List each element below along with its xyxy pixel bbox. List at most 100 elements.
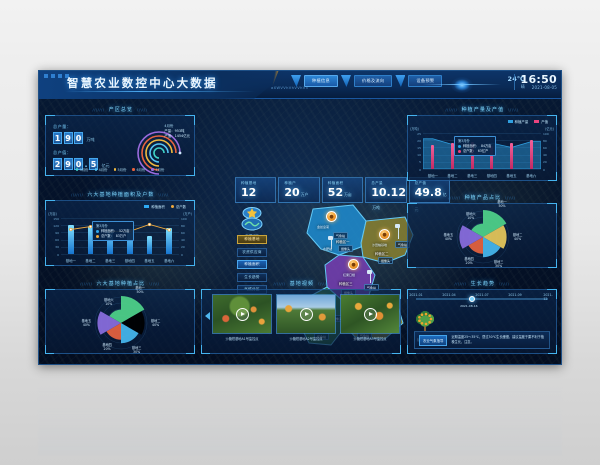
bar [127,229,133,254]
panel-title-text: 产区总览 [108,107,134,113]
overview-tooltip-row: 产量：953吨 [164,129,185,133]
map-crop-label-3: 红果口柑 [343,273,356,277]
pie-slice-label: 基地四 20% [464,257,474,265]
pie-slice-label: 基地三 30% [132,346,142,354]
map-marker-region-2[interactable]: ● [379,229,390,240]
growth-timeline-slider[interactable]: 2021-01 2021-04 2021-07 2021-09 2021-12 2021… [409,293,552,308]
y-tick-right: 0 [543,167,545,172]
map-climate-badge[interactable]: 气候分区 [238,205,266,238]
pie-percent: 30% [495,264,503,269]
y-tick-left: 90 [55,230,59,235]
total-output-block: 总产量： 1 9 0 万吨 [53,124,95,144]
title-deco-left: /////// [448,195,461,200]
title-deco-right: \\\\\\ [505,195,516,200]
kpi-card: 种植基地 12 [235,177,277,203]
map-marker-region-3[interactable]: ● [348,259,359,270]
pie-slice[interactable] [106,323,121,340]
bar [68,225,74,254]
play-icon[interactable] [299,307,313,321]
x-tick: 基地五 [144,259,155,263]
map-region-label-3: 种植区三 [339,282,353,286]
map-chip-weather-1[interactable]: 气象站 [333,232,349,239]
pie-slice[interactable] [459,225,483,249]
tab-price-flow[interactable]: 价格及流向 [353,75,393,87]
video-thumbnail-1[interactable] [212,294,272,334]
x-tick: 基地四 [486,174,497,178]
legend-item: 4月份 [94,167,108,172]
x-tick: 基地六 [526,174,537,178]
digit: 5 [89,158,99,170]
header-orb-icon [423,77,501,93]
digit: 0 [74,158,83,170]
pie-slice[interactable] [483,225,507,249]
pie-label: 基地二 [512,232,523,237]
pie-slice[interactable] [483,237,501,258]
panel-title-bar: /////// 六大基地种植面积及户数 \\\\\\ [45,189,195,200]
clock-display: 16:50 2021-08-05 [514,74,557,90]
legend-item: 产值 [534,119,548,124]
video-prev-arrow-icon[interactable] [205,312,210,320]
weather-temp: 24℃ [507,75,525,83]
pie-slice[interactable] [483,210,507,237]
total-output-digits: 1 9 0 万吨 [53,132,95,144]
bar [490,145,494,169]
agro-advice-box: 农业气象指导 近期温度25～35℃，昼过30℃生长缓慢，建议温度于果不利于植株生… [414,331,550,349]
kpi-label: 总产值 [414,181,427,185]
growth-slider-knob[interactable] [468,295,475,302]
pie-slice[interactable] [97,311,121,335]
play-icon[interactable] [363,307,377,321]
pie-slice-label: 基地六 10% [466,212,476,220]
map-pole-top-2 [395,224,400,228]
pie-slice-label: 基地三 30% [494,260,504,268]
pie-slice[interactable] [468,237,483,254]
panel-body: 种植产量 产值 (万吨) (亿元) 0 5 10 15 20 25 0 20 40 60 80 10… [407,115,557,181]
tab-device-alert[interactable]: 设备预警 [408,75,443,87]
overview-tooltip: 4月份 产量：953吨 产值：1454亿元 [164,124,190,139]
tab-planting-info[interactable]: 种植信息 [304,75,338,87]
tooltip-title: 第3月份 [96,224,108,228]
pie-slice-label: 基地一 50% [135,286,145,294]
x-tick: 基地六 [164,259,175,263]
map-chip-camera-2[interactable]: 摄像头 [378,257,394,264]
map-region-1 [306,204,367,256]
chart-legend: 种植产量 产值 [507,119,548,124]
pie-slice[interactable] [121,323,139,344]
panel-title-bar: /////// 六大基地种植占比 \\\\\\ [45,278,195,289]
total-value-block: 总产值： 2 9 0 . 5 亿元 [53,150,110,170]
play-icon[interactable] [235,307,249,321]
pie-slice-label: 基地二 40% [151,319,161,327]
map-layer-种植面积[interactable]: 种植面积 [237,260,267,269]
video-caption-3: 沙糖柑基地A3号监控点 [353,337,387,341]
video-thumbnail-2[interactable] [276,294,336,334]
panel-body: 沙糖柑基地A1号监控点 沙糖柑基地A2号监控点 沙糖柑基地A3号监控点 [201,289,401,354]
map-layer-农资供应商[interactable]: 农资供应商 [237,247,267,257]
legend-item: 种植面积 [144,204,165,209]
legend-item: 总户数 [170,204,186,209]
pie-slice[interactable] [109,309,121,323]
digit: 2 [53,158,62,170]
growth-current-date: 2021-08-16 [460,304,478,308]
pie-slice[interactable] [121,311,145,335]
video-thumbnail-3[interactable] [340,294,400,334]
pie-label: 基地二 [150,318,161,323]
kpi-label: 总产量 [371,181,383,185]
bar [450,143,455,169]
pie-percent: 50% [136,290,144,295]
map-marker-region-1[interactable]: ● [326,211,337,222]
map-pole-top-1 [328,236,333,240]
map-layer-生长趋势[interactable]: 生长趋势 [237,272,267,282]
x-tick: 基地一 [427,174,438,178]
map-chip-camera-1[interactable]: 摄像头 [338,245,354,252]
bar [509,143,514,169]
bar [431,144,435,169]
kpi-value: 12 [241,186,257,199]
map-layer-种植基地[interactable]: 种植基地 [237,235,267,244]
video-caption-2: 沙糖柑基地A2号监控点 [289,337,323,341]
panel-base-share: /////// 六大基地种植占比 \\\\\\ 基地一 50% 基地二 40% 基地三 3… [45,278,195,354]
dashboard-board: 智慧农业数控中心大数据 aXWVVhVhVVhV5 种植信息 价格及流向 设备预… [38,70,562,365]
panel-base-area-households: /////// 六大基地种植面积及户数 \\\\\\ 种植面积 总户数 (万亩)… [45,189,195,266]
panel-title-text: 基地视频 [289,281,315,287]
pie-slice[interactable] [471,223,483,237]
pie-slice[interactable] [121,296,145,323]
